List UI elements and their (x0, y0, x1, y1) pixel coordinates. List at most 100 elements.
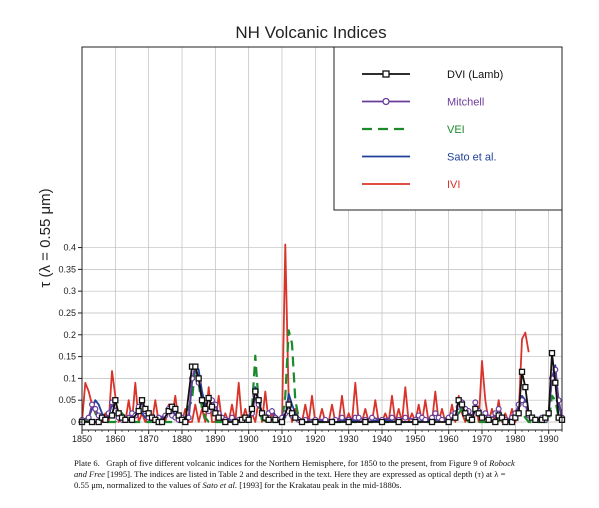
legend-item-vei: VEI (362, 124, 465, 136)
legend-label: Sato et al. (447, 152, 497, 164)
data-point (478, 414, 486, 421)
data-point (542, 414, 549, 421)
y-tick-label: 0.3 (63, 286, 76, 296)
data-point (215, 414, 222, 421)
data-point (248, 405, 256, 413)
x-tick-label: 1870 (139, 434, 159, 444)
y-tick-label: 0 (71, 417, 76, 427)
data-point (95, 418, 102, 426)
legend-item-sato-et-al: Sato et al. (362, 152, 497, 164)
x-tick-label: 1860 (105, 434, 125, 444)
data-point (135, 407, 142, 415)
data-point (312, 418, 319, 426)
data-point (272, 416, 279, 423)
data-point (475, 410, 482, 417)
data-point (195, 375, 202, 382)
x-tick-label: 1940 (372, 434, 392, 444)
data-point (525, 410, 532, 417)
data-point (498, 414, 506, 421)
data-point (158, 418, 166, 426)
data-point (115, 410, 122, 417)
data-point (522, 383, 529, 391)
data-point (205, 394, 212, 402)
x-tick-label: 1850 (72, 434, 92, 444)
data-point (548, 349, 556, 357)
data-point (495, 405, 502, 412)
data-point (92, 405, 99, 412)
x-tick-label: 1980 (505, 434, 525, 444)
data-point (88, 418, 96, 426)
data-point (462, 410, 469, 417)
data-point (175, 412, 182, 419)
y-tick-label: 0.2 (63, 330, 76, 340)
legend-item-ivi: IVI (362, 179, 460, 191)
data-point (468, 416, 476, 423)
data-point (428, 418, 436, 426)
y-axis-label: τ (λ = 0.55 μm) (37, 188, 54, 287)
caption-line1-prefix: Plate 6. Graph of five different volcani… (74, 458, 490, 468)
data-point (208, 403, 216, 410)
data-point (455, 397, 462, 404)
data-point (232, 418, 239, 426)
data-point (292, 414, 299, 421)
data-point (378, 418, 386, 426)
data-point (472, 399, 479, 406)
data-point (362, 418, 369, 426)
data-point (142, 405, 149, 413)
data-point (245, 416, 252, 423)
data-point (445, 418, 452, 426)
series-layer (78, 243, 566, 426)
y-tick-label: 0.1 (63, 373, 76, 383)
data-point (165, 407, 172, 415)
data-point (432, 410, 439, 417)
data-point (88, 401, 95, 408)
data-point (252, 388, 259, 395)
x-tick-label: 1970 (472, 434, 492, 444)
legend-label: VEI (447, 124, 465, 136)
data-point (552, 379, 559, 386)
data-point (545, 410, 552, 417)
data-point (412, 418, 419, 426)
data-point (198, 397, 206, 404)
data-point (122, 416, 129, 423)
data-point (112, 397, 119, 404)
data-point (508, 418, 516, 426)
data-point (512, 414, 519, 421)
data-point (298, 418, 306, 426)
x-tick-label: 1990 (539, 434, 559, 444)
data-point (402, 414, 409, 421)
data-point (288, 410, 296, 417)
legend: DVI (Lamb) Mitchell VEI Sato et al. IVI (333, 46, 563, 211)
data-point (138, 397, 146, 404)
data-point (492, 418, 499, 426)
x-tick-label: 1930 (339, 434, 359, 444)
data-point (328, 418, 336, 426)
data-point (369, 414, 376, 421)
caption-line3-prefix: 0.55 μm, normalized to the values of (74, 480, 203, 490)
data-point (255, 397, 262, 404)
data-point (345, 418, 352, 426)
y-tick-label: 0.05 (58, 395, 76, 405)
data-point (472, 405, 479, 413)
data-point (518, 368, 526, 375)
legend-item-mitchell: Mitchell (362, 97, 484, 109)
data-point (265, 416, 272, 423)
legend-marker (382, 70, 390, 78)
data-point (85, 414, 92, 421)
y-tick-label: 0.25 (58, 308, 76, 318)
x-tick-label: 1890 (205, 434, 225, 444)
y-axis: 0 0.05 0.1 0.15 0.2 0.25 0.3 0.35 0.4 (58, 243, 82, 427)
legend-label: Mitchell (447, 97, 484, 109)
y-tick-label: 0.15 (58, 352, 76, 362)
data-point (515, 410, 522, 417)
data-point (355, 414, 362, 421)
x-tick-label: 1960 (439, 434, 459, 444)
caption-cite-sato: Sato et al. (202, 480, 238, 490)
legend-label: IVI (447, 179, 460, 191)
data-point (128, 416, 136, 423)
data-point (389, 414, 396, 421)
data-point (269, 408, 276, 415)
data-point (278, 418, 286, 426)
data-point (102, 416, 109, 423)
data-point (482, 410, 489, 417)
